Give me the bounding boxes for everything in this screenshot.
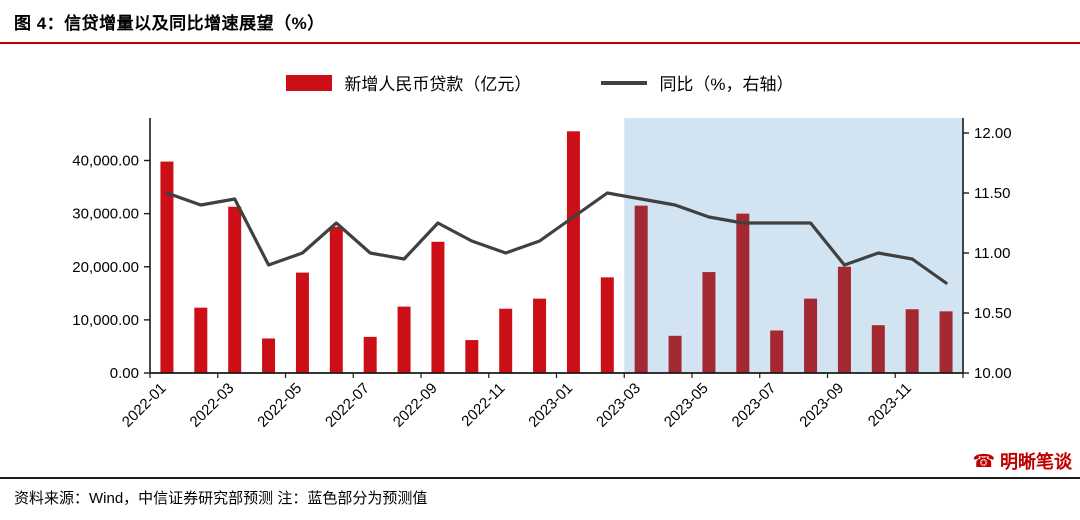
chart-legend: 新增人民币贷款（亿元） 同比（%，右轴） xyxy=(0,70,1080,95)
x-axis-label: 2023-07 xyxy=(729,380,780,431)
right-axis-label: 10.00 xyxy=(974,365,1012,382)
x-axis-label: 2023-05 xyxy=(661,380,712,431)
x-axis-label: 2023-03 xyxy=(593,380,644,431)
legend-item-line: 同比（%，右轴） xyxy=(601,70,794,95)
bar-2022-06 xyxy=(329,226,343,373)
watermark: ☎ 明晰笔谈 xyxy=(973,448,1072,474)
line-swatch-icon xyxy=(601,80,648,85)
bar-2022-07 xyxy=(363,336,377,373)
bar-2022-11 xyxy=(499,308,513,373)
source-note: 资料来源：Wind，中信证券研究部预测 注：蓝色部分为预测值 xyxy=(14,490,428,507)
bar-2022-03 xyxy=(228,206,242,373)
bar-2023-12 xyxy=(939,311,953,373)
bar-2023-03 xyxy=(634,205,648,373)
bar-2023-10 xyxy=(871,325,885,373)
legend-item-bars: 新增人民币贷款（亿元） xyxy=(286,70,531,95)
bar-swatch-icon xyxy=(286,74,333,91)
right-axis-label: 11.00 xyxy=(974,245,1010,262)
bar-2022-01 xyxy=(160,161,174,373)
bar-2023-01 xyxy=(566,131,580,373)
x-axis-label: 2022-03 xyxy=(187,380,238,431)
bar-2022-04 xyxy=(262,338,276,373)
watermark-text: 明晰笔谈 xyxy=(1000,452,1072,472)
bar-2022-09 xyxy=(431,241,445,373)
x-axis-label: 2023-01 xyxy=(525,380,576,431)
bar-2023-05 xyxy=(702,272,716,373)
x-axis-label: 2022-01 xyxy=(119,380,170,431)
bar-2022-08 xyxy=(397,306,411,373)
chart-area: 0.00 10,000.00 20,000.00 30,000.00 40,000.00… xyxy=(0,100,1080,470)
left-axis-label: 10,000.00 xyxy=(72,312,139,329)
x-axis-label: 2022-09 xyxy=(390,380,441,431)
bar-2023-06 xyxy=(736,213,750,373)
bar-2023-08 xyxy=(804,298,818,373)
right-axis-label: 11.50 xyxy=(974,185,1010,202)
phone-logo-icon: ☎ xyxy=(972,450,995,471)
chart-canvas: 0.00 10,000.00 20,000.00 30,000.00 40,000.00… xyxy=(72,118,1012,431)
footer-divider xyxy=(0,477,1080,479)
bar-2022-02 xyxy=(194,307,208,373)
left-axis-label: 0.00 xyxy=(110,365,139,382)
bar-2022-12 xyxy=(533,298,547,373)
right-axis-label: 12.00 xyxy=(974,125,1012,142)
chart-title: 图 4：信贷增量以及同比增速展望（%） xyxy=(14,14,325,33)
right-axis-label: 10.50 xyxy=(974,305,1012,322)
x-axis-label: 2023-11 xyxy=(865,380,915,430)
bar-2023-07 xyxy=(770,330,784,373)
x-axis-label: 2022-05 xyxy=(254,380,305,431)
bar-2023-11 xyxy=(905,309,919,373)
bar-2023-09 xyxy=(837,266,851,373)
x-axis-label: 2022-11 xyxy=(458,380,508,430)
bar-2023-04 xyxy=(668,335,682,373)
left-axis-label: 40,000.00 xyxy=(72,153,139,170)
x-axis-label: 2023-09 xyxy=(796,380,847,431)
left-axis-label: 20,000.00 xyxy=(72,259,139,276)
yoy-line xyxy=(165,191,948,285)
bar-2022-10 xyxy=(465,340,479,373)
legend-bar-label: 新增人民币贷款（亿元） xyxy=(344,75,532,94)
bar-2023-02 xyxy=(600,277,614,373)
title-divider xyxy=(0,42,1080,44)
bar-2022-05 xyxy=(295,272,309,373)
x-axis-label: 2022-07 xyxy=(322,380,373,431)
left-axis-label: 30,000.00 xyxy=(72,206,139,223)
legend-line-label: 同比（%，右轴） xyxy=(659,75,794,94)
